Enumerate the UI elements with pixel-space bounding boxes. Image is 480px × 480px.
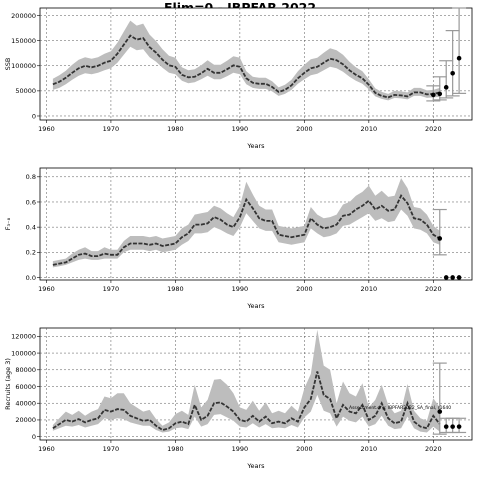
x-tick-label: 1990 bbox=[232, 445, 249, 453]
x-tick-label: 1970 bbox=[103, 285, 120, 293]
panel-1: 1960 1970 1980 1990 2000 2010 2020 0 50000 100000… bbox=[4, 7, 473, 150]
y-tick-label: 150000 bbox=[11, 37, 36, 45]
y-axis-label: Recruits (age 3) bbox=[4, 358, 12, 410]
x-tick-label: 1960 bbox=[38, 125, 55, 133]
y-tick-label: 0.6 bbox=[26, 198, 36, 206]
y-axis-label: F₃₋₈ bbox=[4, 217, 12, 230]
y-tick-label: 60000 bbox=[15, 383, 36, 391]
y-tick-label: 100000 bbox=[11, 62, 36, 70]
y-tick-label: 100000 bbox=[11, 349, 36, 357]
projection-point bbox=[456, 55, 462, 61]
x-tick-label: 1990 bbox=[232, 285, 249, 293]
projection-point bbox=[437, 91, 443, 97]
y-tick-label: 0.4 bbox=[26, 223, 36, 231]
x-tick-label: 2020 bbox=[425, 285, 442, 293]
y-tick-label: 0 bbox=[32, 112, 36, 120]
x-tick-label: 2010 bbox=[361, 125, 378, 133]
y-tick-label: 0 bbox=[32, 433, 36, 441]
projection-point bbox=[437, 409, 443, 414]
projection-point bbox=[450, 424, 455, 429]
estimate-line bbox=[52, 194, 441, 266]
y-tick-label: 80000 bbox=[15, 366, 36, 374]
x-tick-label: 2010 bbox=[361, 445, 378, 453]
x-axis-label: Years bbox=[246, 142, 265, 150]
projection-point bbox=[443, 85, 449, 90]
y-tick-label: 120000 bbox=[11, 333, 36, 341]
projection-point bbox=[450, 70, 455, 76]
y-tick-label: 200000 bbox=[11, 12, 36, 20]
confidence-band bbox=[52, 20, 440, 101]
x-axis-label: Years bbox=[246, 462, 265, 470]
projection-point bbox=[456, 424, 462, 429]
panel-3: 1960 1970 1980 1990 2000 2010 2020 0 20000 40000 6… bbox=[4, 327, 473, 470]
y-tick-label: 0.8 bbox=[26, 173, 36, 181]
x-axis-label: Years bbox=[246, 302, 265, 310]
x-tick-label: 2020 bbox=[425, 445, 442, 453]
estimate-line bbox=[52, 34, 441, 99]
y-tick-label: 50000 bbox=[15, 87, 36, 95]
projection-point bbox=[443, 275, 449, 280]
y-tick-label: 0.0 bbox=[26, 274, 36, 282]
projection-point bbox=[443, 424, 449, 429]
estimate-line bbox=[52, 371, 441, 431]
projection-point bbox=[437, 236, 443, 241]
x-tick-label: 1970 bbox=[103, 125, 120, 133]
x-tick-label: 1990 bbox=[232, 125, 249, 133]
y-tick-label: 20000 bbox=[15, 416, 36, 424]
y-tick-label: 40000 bbox=[15, 400, 36, 408]
assessment-annotation: Assessment.org: IBPFAR2022_SA_final, r16… bbox=[349, 405, 451, 411]
projection-point bbox=[431, 92, 436, 98]
x-tick-label: 2010 bbox=[361, 285, 378, 293]
panel-2: 1960 1970 1980 1990 2000 2010 2020 0.0 0.2 0.4 0.6… bbox=[4, 167, 473, 310]
x-tick-label: 1980 bbox=[167, 285, 184, 293]
x-tick-label: 1980 bbox=[167, 445, 184, 453]
x-tick-label: 1960 bbox=[38, 285, 55, 293]
y-axis-label: SSB bbox=[4, 58, 12, 71]
x-tick-label: 1970 bbox=[103, 445, 120, 453]
x-tick-label: 1980 bbox=[167, 125, 184, 133]
projection-point bbox=[456, 275, 462, 280]
x-tick-label: 2000 bbox=[296, 445, 313, 453]
x-tick-label: 1960 bbox=[38, 445, 55, 453]
x-tick-label: 2000 bbox=[296, 285, 313, 293]
x-tick-label: 2020 bbox=[425, 125, 442, 133]
projection-point bbox=[450, 275, 455, 280]
y-tick-label: 0.2 bbox=[26, 249, 36, 257]
x-tick-label: 2000 bbox=[296, 125, 313, 133]
